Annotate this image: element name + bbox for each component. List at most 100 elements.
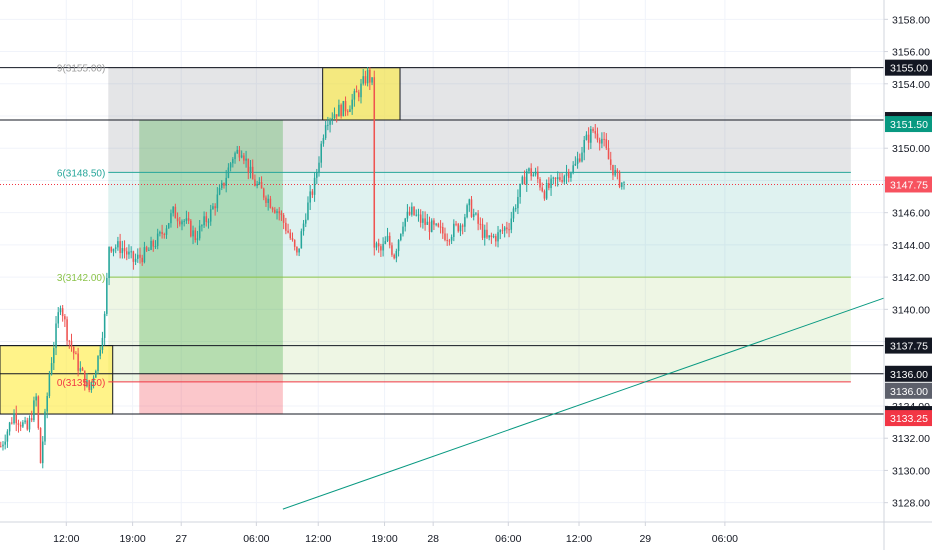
- candle-body: [360, 83, 362, 98]
- candle-body: [44, 411, 46, 442]
- candle-body: [125, 251, 128, 255]
- candle-body: [477, 213, 479, 224]
- candle-body: [448, 240, 451, 242]
- candle-body: [4, 441, 6, 445]
- candle-body: [475, 213, 477, 215]
- candle-body: [437, 223, 440, 227]
- candle-body: [433, 220, 435, 225]
- candle-body: [415, 214, 418, 216]
- candle-body: [274, 209, 276, 213]
- candle-body: [585, 134, 588, 140]
- candle-body: [39, 427, 42, 464]
- candle-body: [490, 235, 493, 237]
- candle-body: [179, 221, 181, 225]
- candle-body: [90, 382, 93, 390]
- candle-body: [329, 119, 331, 125]
- candle-body: [37, 396, 40, 428]
- candle-body: [581, 152, 583, 162]
- candle-body: [265, 197, 267, 203]
- candle-body: [41, 441, 44, 464]
- candle-body: [13, 413, 15, 424]
- candle-body: [362, 76, 364, 84]
- candle-body: [612, 164, 614, 176]
- candle-body: [205, 216, 208, 222]
- candle-body: [212, 206, 214, 210]
- candle-body: [616, 170, 619, 173]
- candle-body: [159, 232, 161, 234]
- candle-body: [247, 158, 250, 173]
- candle-body: [400, 233, 402, 240]
- candle-body: [55, 323, 57, 349]
- candle-body: [402, 226, 404, 234]
- time-axis[interactable]: 12:00 19:00 27 06:00 12:00 19:00 28 06:00 12:00 2…: [0, 521, 932, 545]
- candle-body: [371, 77, 373, 83]
- candle-body: [234, 153, 236, 160]
- candle-body: [444, 233, 446, 241]
- candle-body: [590, 129, 592, 143]
- candle-body: [327, 124, 329, 126]
- candle-body: [134, 258, 137, 262]
- candle-body: [388, 235, 391, 246]
- candle-body: [413, 206, 415, 215]
- candle-body: [70, 340, 73, 348]
- candle-body: [614, 170, 616, 176]
- candle-body: [141, 257, 143, 263]
- candle-body: [267, 198, 269, 203]
- candle-body: [83, 370, 86, 387]
- candle-body: [103, 313, 106, 338]
- candle-body: [24, 420, 26, 423]
- candle-body: [442, 226, 444, 234]
- price-axis-labels: 3155.003151.753151.503147.753137.753136.…: [885, 59, 932, 427]
- fib-level-labels: 9(3155.00) 6(3148.50) 3(3142.00) 0(3135.50): [57, 64, 105, 389]
- target-zone: [139, 120, 283, 374]
- candle-body: [583, 139, 585, 153]
- candle-body: [123, 248, 126, 252]
- candle-body: [256, 183, 258, 186]
- candle-body: [187, 218, 190, 221]
- candle-body: [167, 223, 170, 229]
- candle-body: [221, 182, 223, 189]
- candle-body: [298, 248, 300, 253]
- candle-body: [6, 431, 9, 442]
- candle-body: [380, 246, 382, 251]
- price-tick-label: 3150.00: [892, 143, 930, 155]
- candle-body: [439, 226, 442, 228]
- price-tick-label: 3128.00: [892, 498, 930, 510]
- candle-body: [216, 194, 219, 209]
- candle-body: [468, 199, 471, 206]
- candle-body: [300, 231, 303, 249]
- candle-body: [33, 400, 35, 421]
- candle-body: [190, 220, 192, 237]
- candle-body: [110, 246, 113, 252]
- price-axis[interactable]: 3128.003130.003132.003134.003136.003138.…: [883, 0, 930, 550]
- candle-body: [289, 232, 292, 239]
- candle-body: [512, 208, 515, 219]
- candle-body: [375, 243, 378, 248]
- candle-body: [258, 181, 261, 184]
- candle-body: [411, 206, 413, 215]
- candle-body: [351, 99, 353, 110]
- candle-body: [594, 131, 597, 134]
- price-tick-label: 3140.00: [892, 304, 930, 316]
- candle-body: [218, 188, 221, 195]
- candle-body: [554, 177, 557, 180]
- candle-body: [353, 91, 356, 100]
- price-axis-label: 3155.00: [890, 63, 928, 75]
- candle-body: [397, 239, 400, 251]
- candle-body: [333, 114, 336, 119]
- candle-body: [453, 223, 455, 237]
- price-tick-label: 3132.00: [892, 433, 930, 445]
- candle-body: [225, 177, 227, 186]
- candle-body: [603, 138, 605, 140]
- candle-body: [112, 248, 115, 252]
- candle-body: [517, 196, 519, 209]
- candle-body: [8, 422, 11, 432]
- candle-body: [406, 211, 409, 219]
- candle-body: [121, 248, 124, 254]
- candle-body: [587, 134, 590, 143]
- candle-body: [408, 211, 411, 215]
- trendline-ray: [282, 297, 885, 510]
- candle-body: [194, 230, 197, 241]
- trendline: [282, 297, 885, 510]
